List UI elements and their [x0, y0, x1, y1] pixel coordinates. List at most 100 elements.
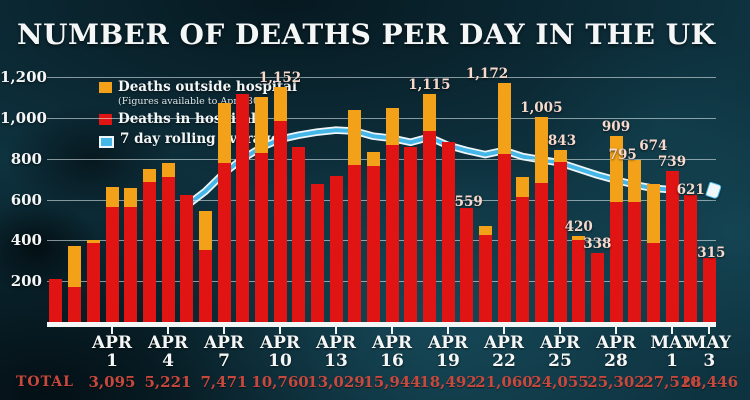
deaths-outside-hospital-bar: [366, 151, 380, 166]
deaths-outside-hospital-bar: [273, 86, 287, 121]
deaths-outside-hospital-bar: [385, 107, 399, 146]
deaths-in-hospital-bar: [628, 201, 642, 322]
chart-title: NUMBER OF DEATHS PER DAY IN THE UK: [17, 18, 716, 51]
bar-value-label: 1,115: [408, 77, 451, 94]
deaths-in-hospital-bar: [478, 235, 492, 322]
bar-value-label: 674: [639, 138, 668, 155]
deaths-in-hospital-bar: [404, 147, 418, 322]
deaths-outside-hospital-bar: [105, 187, 119, 207]
cumulative-total-value: 7,471: [200, 373, 248, 391]
x-axis-tick: [111, 327, 113, 334]
deaths-in-hospital-bar: [310, 184, 324, 322]
deaths-in-hospital-bar: [441, 142, 455, 322]
x-axis-date-label: APR 22: [483, 333, 525, 371]
y-gridline: [47, 158, 716, 160]
x-axis-date-label: APR 4: [147, 333, 189, 371]
in-hospital-swatch-icon: [99, 114, 112, 125]
x-axis-date-label: APR 1: [91, 333, 133, 371]
bar-value-label: 1,152: [258, 69, 302, 86]
deaths-in-hospital-bar: [684, 195, 698, 322]
outside-hospital-swatch-icon: [99, 82, 112, 93]
x-axis-tick: [223, 327, 225, 334]
deaths-in-hospital-bar: [534, 183, 548, 322]
x-axis-date-label: APR 25: [539, 333, 581, 371]
cumulative-total-value: 5,221: [144, 373, 192, 391]
deaths-in-hospital-bar: [180, 195, 194, 322]
bar-value-label: 1,005: [520, 99, 563, 116]
x-axis-date-label: APR 13: [315, 333, 357, 371]
deaths-in-hospital-bar: [497, 153, 511, 322]
x-axis-tick: [503, 327, 505, 334]
bar-value-label: 420: [564, 219, 593, 236]
cumulative-total-value: 27,510: [643, 373, 701, 391]
deaths-in-hospital-bar: [553, 161, 567, 322]
y-axis-label: 800: [10, 149, 42, 168]
deaths-in-hospital-bar: [236, 94, 250, 322]
x-axis-tick: [447, 327, 449, 334]
x-axis-tick: [708, 327, 711, 334]
deaths-in-hospital-bar: [572, 240, 586, 322]
y-gridline: [47, 117, 716, 119]
deaths-in-hospital-bar: [105, 206, 119, 322]
x-axis-tick: [391, 327, 393, 334]
x-axis-date-label: APR 19: [427, 333, 469, 371]
deaths-in-hospital-bar: [609, 201, 623, 322]
deaths-outside-hospital-bar: [422, 94, 436, 132]
deaths-outside-hospital-bar: [478, 226, 492, 236]
x-axis-tick: [615, 327, 617, 334]
deaths-outside-hospital-bar: [254, 97, 268, 153]
legend-note: (Figures available to April 30): [118, 96, 263, 107]
legend-item-outside-hospital: Deaths outside hospital (Figures availab…: [99, 80, 297, 107]
deaths-outside-hospital-bar: [646, 184, 660, 244]
y-axis-label: 400: [10, 231, 42, 250]
deaths-in-hospital-bar: [590, 252, 604, 322]
deaths-in-hospital-bar: [646, 243, 660, 322]
x-axis-date-label: APR 28: [595, 333, 637, 371]
x-axis-tick: [279, 327, 281, 334]
cumulative-total-value: 15,944: [363, 373, 421, 391]
cumulative-total-value: 21,060: [475, 373, 533, 391]
x-axis-date-label: MAY 1: [650, 333, 694, 371]
y-gridline: [47, 240, 716, 242]
deaths-in-hospital-bar: [366, 165, 380, 322]
deaths-in-hospital-bar: [422, 131, 436, 322]
deaths-outside-hospital-bar: [516, 177, 530, 198]
deaths-in-hospital-bar: [86, 243, 100, 322]
deaths-outside-hospital-bar: [217, 102, 231, 163]
bar-value-label: 909: [601, 119, 631, 136]
cumulative-total-value: 25,302: [587, 373, 645, 391]
deaths-outside-hospital-bar: [198, 210, 212, 250]
bar-value-label: 739: [657, 154, 687, 171]
deaths-in-hospital-bar: [254, 152, 268, 322]
cumulative-total-value: 18,492: [419, 373, 477, 391]
deaths-outside-hospital-bar: [161, 162, 175, 178]
deaths-in-hospital-bar: [385, 145, 399, 322]
deaths-in-hospital-bar: [273, 120, 287, 322]
y-gridline: [47, 77, 716, 78]
deaths-in-hospital-bar: [460, 207, 474, 322]
y-axis-label: 200: [10, 272, 42, 291]
y-gridline: [47, 199, 716, 201]
deaths-outside-hospital-bar: [497, 82, 511, 154]
bar-value-label: 795: [608, 146, 637, 163]
deaths-outside-hospital-bar: [628, 159, 642, 202]
deaths-outside-hospital-bar: [68, 246, 82, 288]
x-axis-tick: [167, 327, 169, 334]
bar-value-label: 1,172: [465, 65, 509, 82]
deaths-outside-hospital-bar: [124, 188, 138, 207]
deaths-in-hospital-bar: [68, 287, 82, 322]
deaths-outside-hospital-bar: [348, 109, 362, 165]
deaths-in-hospital-bar: [217, 162, 231, 322]
x-axis-tick: [559, 327, 561, 334]
cumulative-total-value: 28,446: [680, 373, 739, 391]
bar-value-label: 338: [583, 235, 612, 252]
deaths-outside-hospital-bar: [553, 149, 567, 162]
x-axis-date-label: APR 10: [259, 333, 301, 371]
deaths-in-hospital-bar: [198, 249, 212, 322]
cumulative-total-value: 24,055: [531, 373, 589, 391]
deaths-outside-hospital-bar: [534, 116, 548, 184]
x-axis-line: [47, 322, 716, 327]
cumulative-total-value: 10,760: [251, 373, 309, 391]
deaths-in-hospital-bar: [702, 257, 716, 322]
